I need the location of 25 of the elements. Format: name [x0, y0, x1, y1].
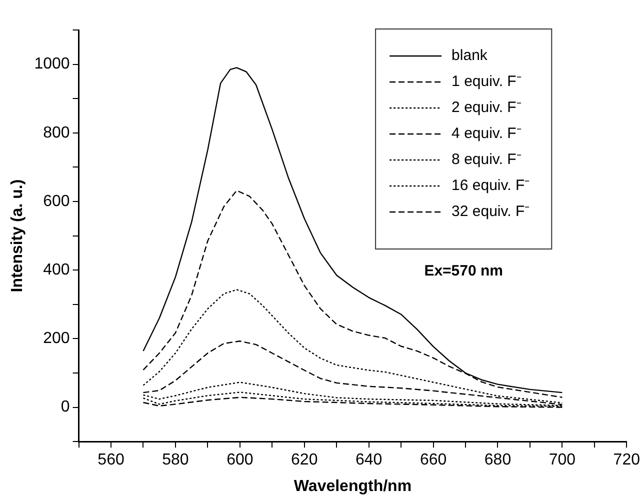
legend-label: 32 equiv. F⁻ [452, 203, 530, 220]
y-tick-label: 600 [43, 192, 70, 210]
legend-label: 16 equiv. F⁻ [452, 177, 530, 194]
y-tick-label: 200 [43, 330, 70, 348]
x-tick-label: 720 [613, 452, 640, 469]
y-axis-title: Intensity (a. u.) [9, 179, 26, 292]
y-tick-label: 800 [43, 124, 70, 142]
x-tick-label: 660 [420, 452, 447, 469]
annotation: Ex=570 nm [424, 262, 504, 280]
legend-label: 8 equiv. F⁻ [452, 151, 522, 168]
y-tick-label: 400 [43, 262, 70, 279]
x-tick-label: 640 [355, 452, 382, 469]
x-tick-label: 680 [484, 452, 512, 469]
x-tick-label: 560 [98, 452, 124, 469]
legend-label: 1 equiv. F⁻ [452, 73, 522, 90]
legend-label: 2 equiv. F⁻ [452, 99, 522, 116]
y-tick-label: 1000 [34, 56, 70, 73]
legend-label: blank [452, 47, 488, 64]
x-tick-label: 700 [548, 452, 576, 469]
x-tick-label: 600 [226, 452, 254, 469]
x-axis-title: Wavelength/nm [294, 478, 412, 495]
x-tick-label: 580 [162, 452, 189, 469]
legend-label: 4 equiv. F⁻ [452, 125, 522, 142]
y-tick-label: 0 [60, 398, 70, 416]
x-tick-label: 620 [291, 452, 318, 469]
